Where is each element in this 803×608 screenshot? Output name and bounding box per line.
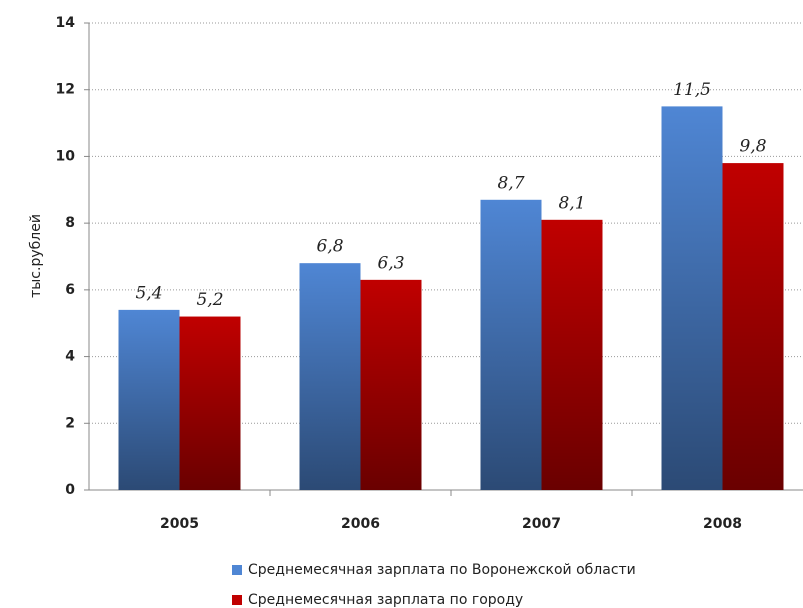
bar-shade: [661, 106, 723, 491]
x-tick-label: 2007: [522, 516, 561, 532]
legend-swatch: [232, 595, 242, 605]
data-label: 6,3: [377, 253, 404, 273]
bar-shade: [299, 263, 361, 490]
legend-label: Среднемесячная зарплата по городу: [248, 592, 523, 608]
y-tick-label: 14: [56, 15, 76, 31]
data-label: 11,5: [673, 80, 711, 100]
bar-shade: [541, 219, 603, 491]
x-tick-label: 2005: [160, 516, 199, 532]
data-label: 6,8: [316, 237, 343, 257]
bar-shade: [360, 279, 422, 490]
bar-shade: [480, 199, 542, 491]
x-tick-label: 2008: [703, 516, 742, 532]
bar-shade: [722, 163, 784, 490]
x-tick-label: 2006: [341, 516, 380, 532]
y-tick-label: 6: [65, 282, 75, 298]
bar-shade: [179, 316, 241, 490]
legend-label: Среднемесячная зарплата по Воронежской о…: [248, 562, 636, 578]
y-tick-label: 12: [56, 82, 75, 98]
legend-swatch: [232, 565, 242, 575]
data-label: 5,4: [135, 283, 162, 303]
y-tick-label: 8: [65, 215, 75, 231]
data-label: 8,7: [497, 173, 524, 193]
y-tick-label: 4: [65, 349, 75, 365]
y-axis-label: тыс.рублей: [28, 214, 44, 298]
bar-shade: [118, 309, 180, 490]
y-tick-label: 2: [65, 415, 75, 431]
y-tick-label: 0: [65, 482, 75, 498]
y-tick-label: 10: [56, 148, 76, 164]
data-label: 9,8: [739, 137, 766, 157]
data-label: 8,1: [558, 193, 585, 213]
data-label: 5,2: [196, 290, 223, 310]
